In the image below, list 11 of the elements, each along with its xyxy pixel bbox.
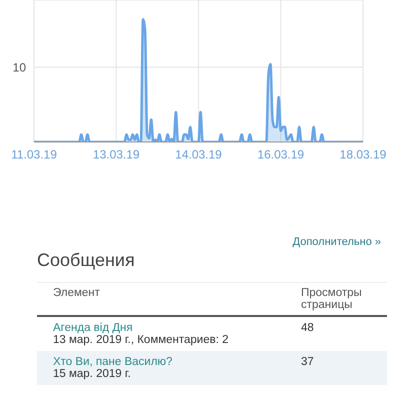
table-row: Агенда від Дня 13 мар. 2019 г., Комментариев: 2 48: [37, 316, 387, 351]
y-tick-label: 10: [12, 60, 26, 75]
x-tick-label: 18.03.19: [340, 148, 387, 162]
text: Элемент: [52, 286, 101, 301]
x-tick-label: 11.03.19: [11, 148, 58, 162]
x-tick-label: 16.03.19: [257, 148, 304, 162]
text: Дополнительно »: [292, 236, 381, 248]
x-tick-label: 13.03.19: [92, 148, 140, 162]
text: Сообщения: [37, 250, 135, 271]
text: Просмотры страницы: [300, 286, 363, 313]
x-tick-label: 14.03.19: [175, 148, 222, 162]
